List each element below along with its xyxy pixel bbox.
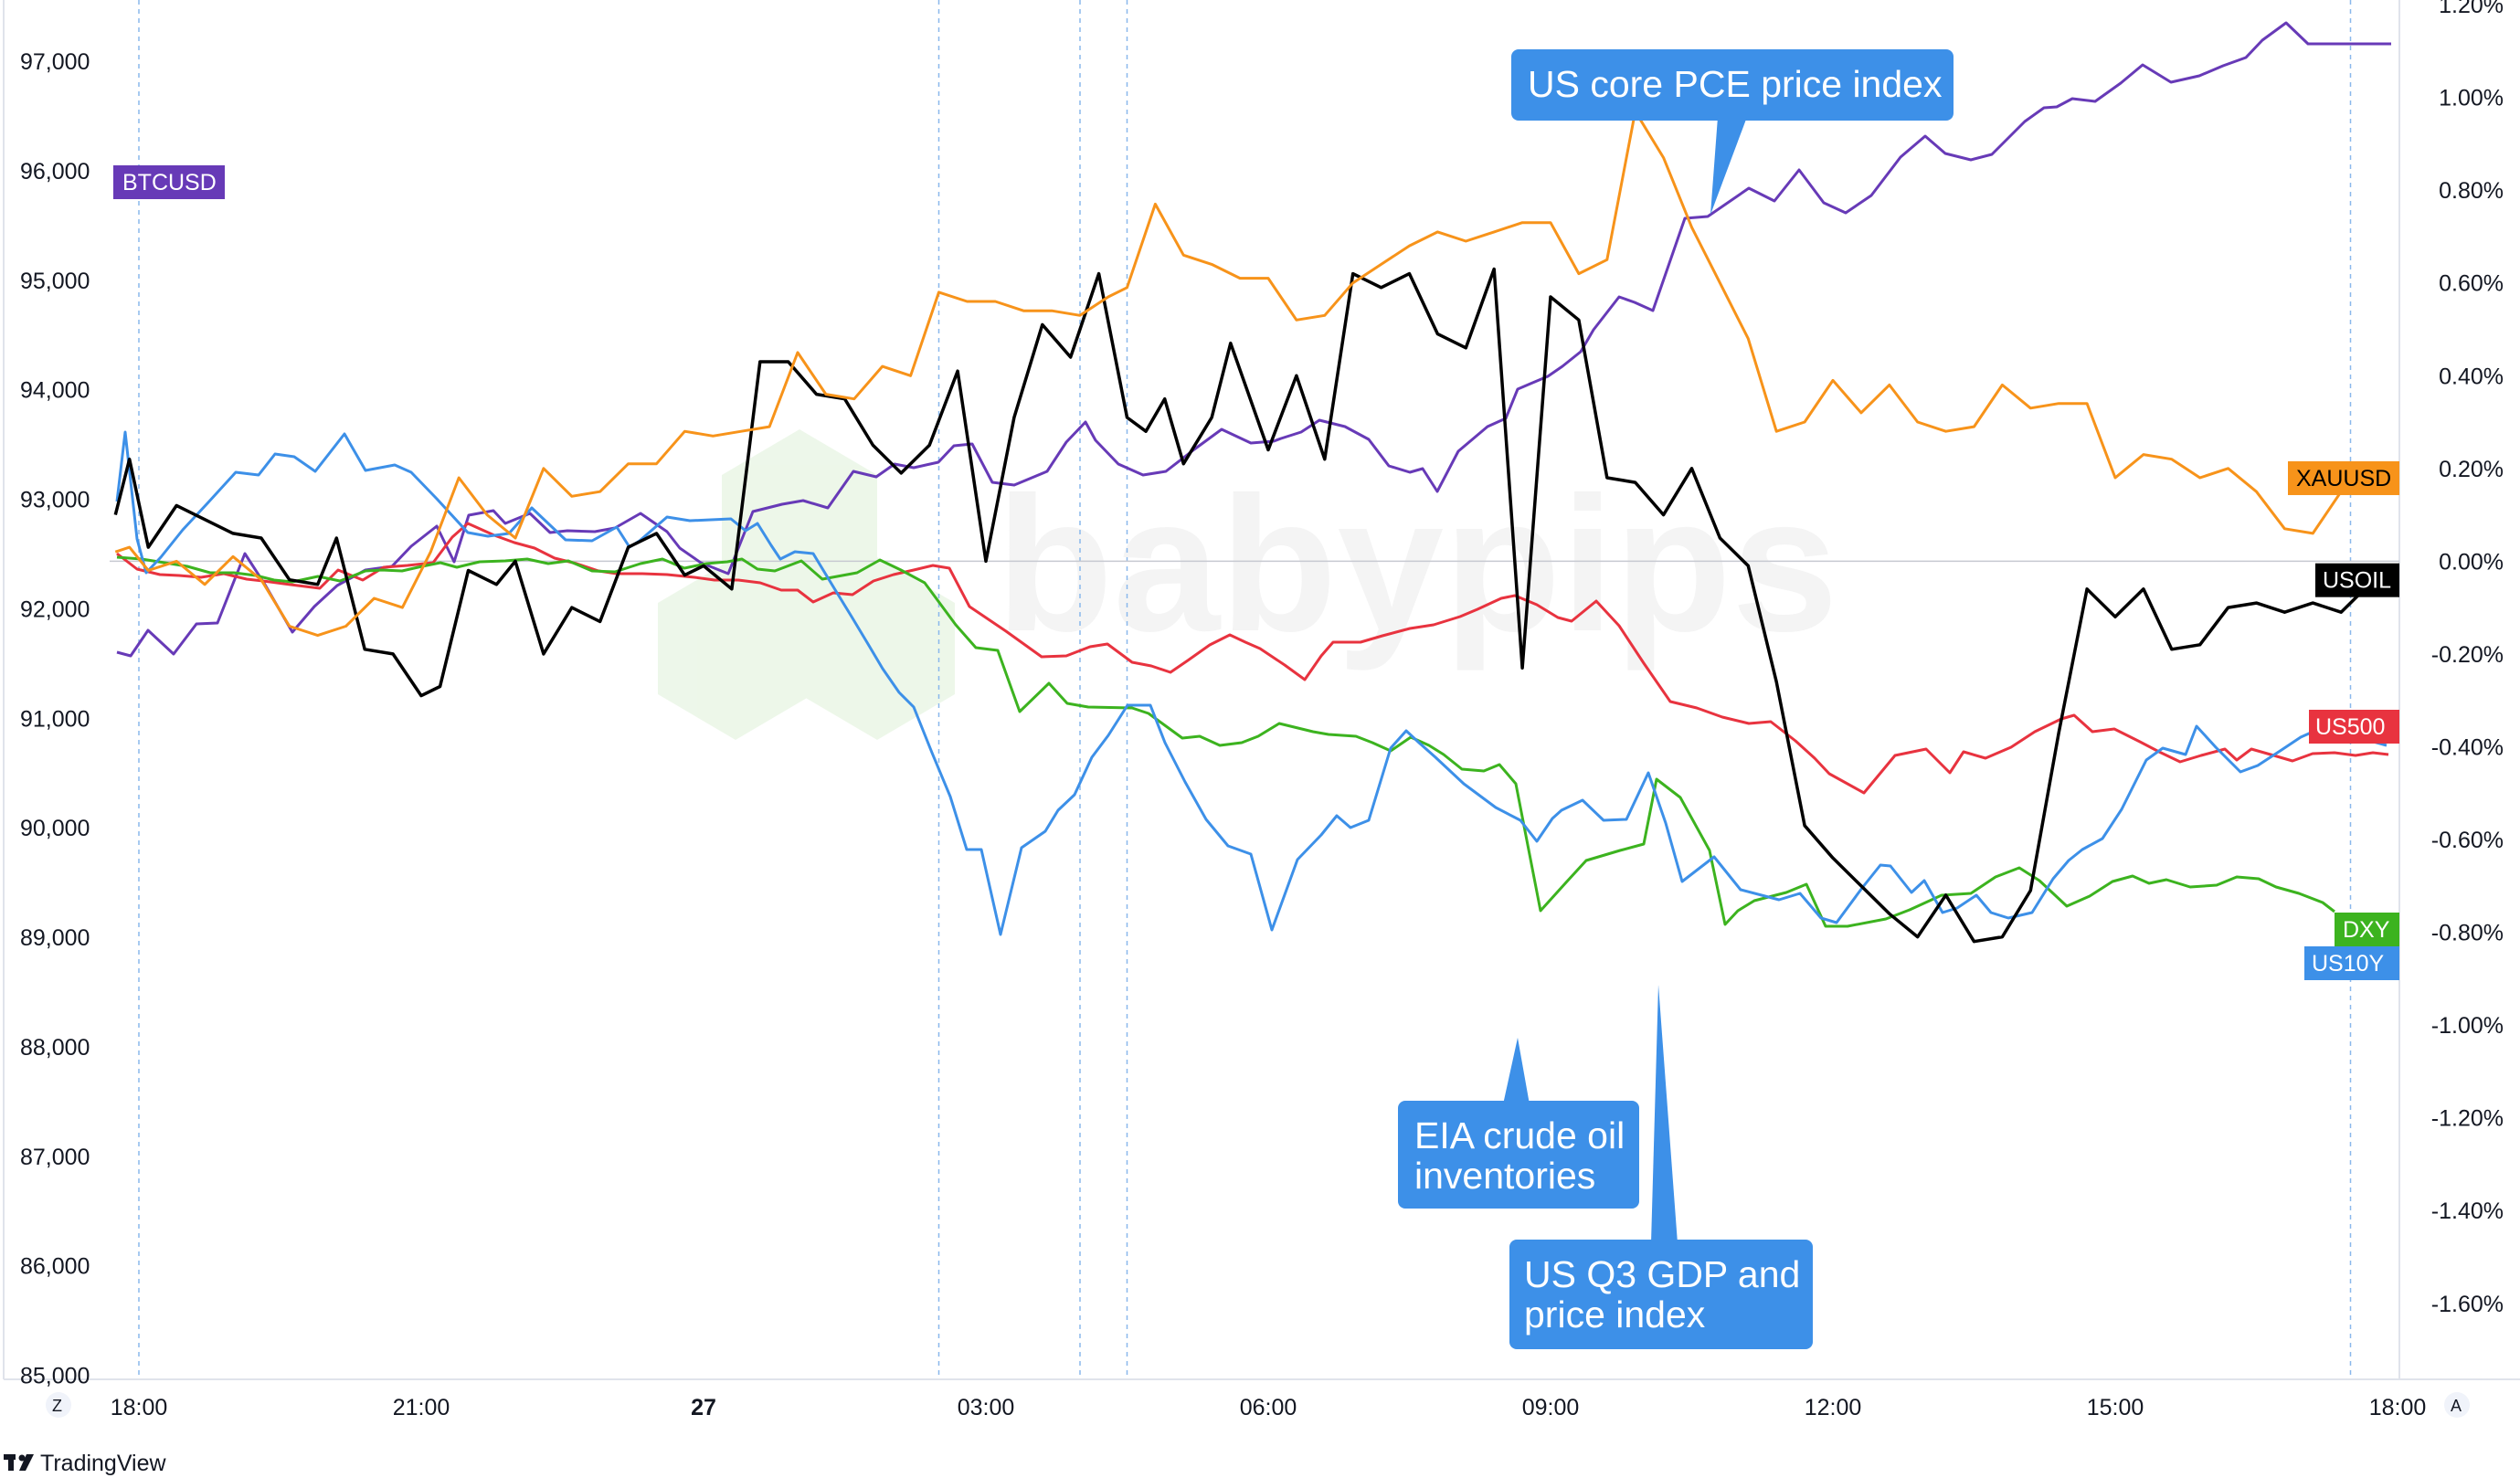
svg-text:BTCUSD: BTCUSD xyxy=(122,170,217,195)
right-tick-label: 0.80% xyxy=(2439,178,2504,204)
brand-text: TradingView xyxy=(40,1451,167,1476)
right-tick-label: 0.00% xyxy=(2439,549,2504,575)
x-tick-label: 21:00 xyxy=(393,1395,450,1420)
right-tick-label: 0.60% xyxy=(2439,271,2504,297)
svg-text:EIA crude oil: EIA crude oil xyxy=(1414,1114,1625,1156)
left-tick-label: 87,000 xyxy=(20,1145,90,1170)
tradingview-icon xyxy=(4,1454,34,1471)
left-tick-label: 89,000 xyxy=(20,925,90,951)
x-tick-label: 15:00 xyxy=(2087,1395,2144,1420)
tag-btcusd: BTCUSD xyxy=(113,165,225,199)
svg-text:US10Y: US10Y xyxy=(2312,951,2385,977)
series-line-usoil[interactable] xyxy=(113,267,2362,944)
right-tick-label: -1.20% xyxy=(2431,1106,2504,1132)
callout-q3-gdp: US Q3 GDP and price index xyxy=(1509,985,1813,1349)
right-tick-label: 1.20% xyxy=(2439,0,2504,18)
right-tick-label: -0.80% xyxy=(2431,921,2504,946)
right-tick-label: -1.40% xyxy=(2431,1198,2504,1224)
log-scale-button[interactable]: Z xyxy=(46,1392,71,1418)
watermark-text: babypips xyxy=(996,457,1838,671)
tag-xauusd: XAUUSD xyxy=(2288,460,2399,495)
svg-text:Z: Z xyxy=(52,1397,62,1415)
svg-text:XAUUSD: XAUUSD xyxy=(2296,466,2391,491)
right-tick-label: 1.00% xyxy=(2439,86,2504,111)
series-line-xauusd[interactable] xyxy=(114,110,2361,638)
left-tick-label: 96,000 xyxy=(20,159,90,185)
right-tick-label: 0.20% xyxy=(2439,457,2504,482)
x-tick-label: 06:00 xyxy=(1240,1395,1297,1420)
right-tick-label: -1.00% xyxy=(2431,1013,2504,1039)
right-tick-label: -1.60% xyxy=(2431,1292,2504,1317)
series-line-us500 xyxy=(116,522,2389,795)
tag-usoil: USOIL xyxy=(2315,563,2399,597)
right-tick-label: 0.40% xyxy=(2439,364,2504,389)
x-tick-label: 09:00 xyxy=(1522,1395,1580,1420)
right-tick-label: -0.60% xyxy=(2431,828,2504,853)
series-line-btcusd xyxy=(116,21,2391,658)
svg-text:inventories: inventories xyxy=(1414,1155,1595,1197)
left-tick-label: 93,000 xyxy=(20,488,90,513)
svg-text:USOIL: USOIL xyxy=(2323,568,2391,594)
svg-text:price index: price index xyxy=(1524,1293,1706,1335)
left-tick-label: 92,000 xyxy=(20,596,90,622)
x-tick-label: 12:00 xyxy=(1805,1395,1862,1420)
left-tick-label: 91,000 xyxy=(20,706,90,732)
left-tick-label: 94,000 xyxy=(20,378,90,404)
left-tick-label: 85,000 xyxy=(20,1364,90,1389)
x-axis: 18:00 21:00 27 03:00 06:00 09:00 12:00 15:00 18:… xyxy=(111,1395,2427,1420)
left-tick-label: 88,000 xyxy=(20,1035,90,1061)
tag-us10y: US10Y xyxy=(2304,946,2399,980)
left-tick-label: 86,000 xyxy=(20,1254,90,1280)
right-tick-label: -0.20% xyxy=(2431,642,2504,668)
series-line-dxy xyxy=(116,555,2335,928)
right-tick-label: -0.40% xyxy=(2431,734,2504,760)
callout-eia-inventories: EIA crude oil inventories xyxy=(1398,1038,1639,1209)
svg-text:US core PCE price index: US core PCE price index xyxy=(1528,63,1943,105)
svg-text:US500: US500 xyxy=(2315,714,2385,740)
event-vlines xyxy=(138,0,2352,1379)
x-tick-label: 03:00 xyxy=(958,1395,1015,1420)
svg-text:DXY: DXY xyxy=(2343,917,2390,943)
left-axis: 85,000 86,000 87,000 88,000 89,000 90,000 91,0… xyxy=(20,49,90,1388)
right-axis: -1.60% -1.40% -1.20% -1.00% -0.80% -0.60% -0.4… xyxy=(2431,0,2504,1317)
svg-text:A: A xyxy=(2451,1397,2462,1415)
svg-text:US Q3 GDP and: US Q3 GDP and xyxy=(1524,1253,1800,1295)
left-tick-label: 90,000 xyxy=(20,816,90,841)
tradingview-logo[interactable]: TradingView xyxy=(4,1451,167,1476)
x-tick-label: 27 xyxy=(691,1395,716,1420)
tag-us500: US500 xyxy=(2309,710,2399,744)
callout-core-pce: US core PCE price index xyxy=(1511,49,1954,215)
watermark: babypips xyxy=(658,429,1838,740)
left-tick-label: 97,000 xyxy=(20,49,90,75)
tag-dxy: DXY xyxy=(2335,913,2399,946)
auto-scale-button[interactable]: A xyxy=(2444,1392,2470,1418)
left-tick-label: 95,000 xyxy=(20,269,90,294)
x-tick-label: 18:00 xyxy=(2369,1395,2427,1420)
x-tick-label: 18:00 xyxy=(111,1395,168,1420)
